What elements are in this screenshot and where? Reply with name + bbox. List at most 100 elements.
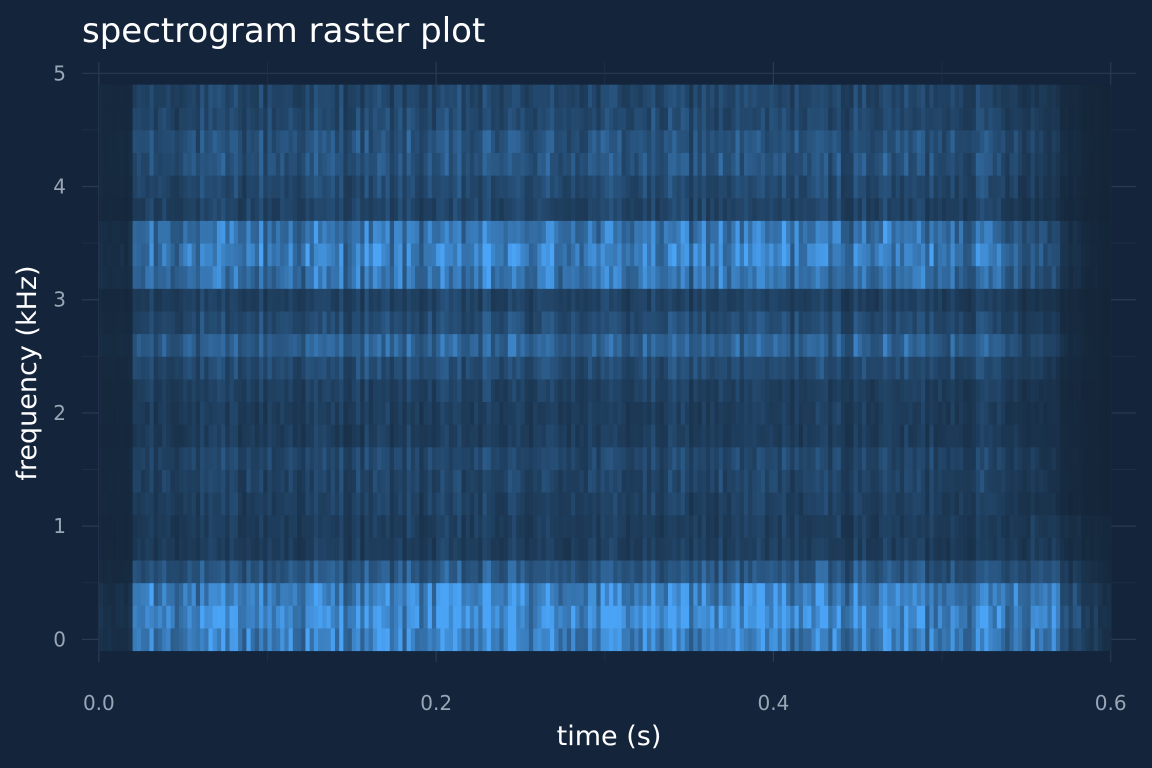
- raster-cell: [802, 424, 808, 448]
- raster-cell: [398, 469, 404, 493]
- raster-cell: [971, 605, 977, 629]
- raster-cell: [1106, 356, 1112, 380]
- raster-cell: [406, 333, 412, 357]
- raster-cell: [410, 265, 416, 289]
- raster-cell: [1051, 582, 1057, 606]
- raster-cell: [587, 401, 593, 425]
- raster-cell: [149, 537, 155, 561]
- raster-cell: [1106, 537, 1112, 561]
- raster-cell: [111, 605, 117, 629]
- raster-cell: [558, 288, 564, 312]
- raster-cell: [1005, 492, 1011, 516]
- raster-cell: [537, 243, 543, 267]
- raster-cell: [1106, 265, 1112, 289]
- raster-cell: [777, 424, 783, 448]
- raster-cell: [824, 492, 829, 516]
- raster-cell: [849, 560, 855, 584]
- raster-cell: [360, 424, 366, 448]
- raster-cell: [954, 628, 960, 652]
- raster-cell: [221, 628, 226, 652]
- raster-cell: [925, 378, 931, 403]
- raster-cell: [280, 243, 285, 267]
- raster-cell: [507, 197, 513, 221]
- raster-cell: [549, 333, 555, 357]
- raster-cell: [128, 333, 134, 357]
- raster-cell: [503, 243, 509, 267]
- raster-cell: [798, 446, 804, 470]
- raster-cell: [343, 333, 349, 357]
- raster-cell: [1001, 582, 1006, 606]
- raster-cell: [351, 175, 357, 199]
- raster-cell: [735, 582, 741, 606]
- raster-cell: [642, 333, 648, 357]
- raster-cell: [406, 492, 412, 516]
- raster-cell: [524, 537, 530, 561]
- raster-cell: [975, 197, 981, 221]
- raster-cell: [444, 311, 450, 335]
- raster-cell: [200, 265, 205, 289]
- raster-cell: [292, 605, 298, 629]
- raster-cell: [356, 514, 361, 538]
- raster-cell: [1005, 311, 1011, 335]
- raster-cell: [1051, 288, 1057, 312]
- raster-cell: [174, 333, 180, 357]
- raster-cell: [170, 401, 176, 425]
- raster-cell: [1022, 401, 1027, 425]
- raster-cell: [752, 197, 758, 221]
- raster-cell: [221, 582, 226, 606]
- raster-cell: [385, 197, 391, 221]
- raster-cell: [748, 356, 753, 380]
- raster-cell: [786, 424, 791, 448]
- raster-cell: [857, 311, 863, 335]
- raster-cell: [663, 605, 669, 629]
- raster-cell: [537, 582, 543, 606]
- raster-cell: [942, 424, 947, 448]
- raster-cell: [486, 243, 492, 267]
- raster-cell: [870, 265, 876, 289]
- raster-cell: [1060, 220, 1065, 244]
- raster-cell: [162, 492, 167, 516]
- raster-cell: [305, 333, 311, 357]
- raster-cell: [1013, 197, 1019, 221]
- raster-cell: [946, 628, 952, 652]
- raster-cell: [250, 560, 256, 584]
- raster-cell: [638, 265, 644, 289]
- raster-cell: [819, 265, 825, 289]
- raster-cell: [996, 492, 1002, 516]
- raster-cell: [1017, 492, 1023, 516]
- raster-cell: [857, 197, 863, 221]
- raster-cell: [1022, 514, 1027, 538]
- raster-cell: [887, 401, 893, 425]
- raster-cell: [950, 356, 956, 380]
- raster-cell: [996, 582, 1002, 606]
- raster-cell: [398, 175, 404, 199]
- raster-cell: [326, 469, 332, 493]
- raster-cell: [482, 514, 488, 538]
- raster-cell: [908, 469, 914, 493]
- raster-cell: [512, 311, 517, 335]
- raster-cell: [980, 628, 985, 652]
- raster-cell: [613, 446, 619, 470]
- raster-cell: [613, 424, 619, 448]
- raster-cell: [710, 560, 715, 584]
- raster-cell: [1076, 514, 1082, 538]
- raster-cell: [541, 469, 547, 493]
- raster-cell: [187, 311, 193, 335]
- raster-cell: [790, 265, 796, 289]
- raster-cell: [431, 288, 437, 312]
- raster-cell: [398, 605, 404, 629]
- raster-cell: [233, 378, 239, 403]
- raster-cell: [908, 265, 914, 289]
- raster-cell: [870, 356, 876, 380]
- raster-cell: [398, 220, 404, 244]
- raster-cell: [705, 243, 711, 267]
- raster-cell: [364, 175, 370, 199]
- raster-cell: [929, 537, 935, 561]
- raster-cell: [571, 514, 576, 538]
- raster-cell: [790, 605, 796, 629]
- raster-cell: [642, 311, 648, 335]
- raster-cell: [786, 514, 791, 538]
- raster-cell: [583, 311, 589, 335]
- raster-cell: [326, 243, 332, 267]
- raster-cell: [1022, 424, 1027, 448]
